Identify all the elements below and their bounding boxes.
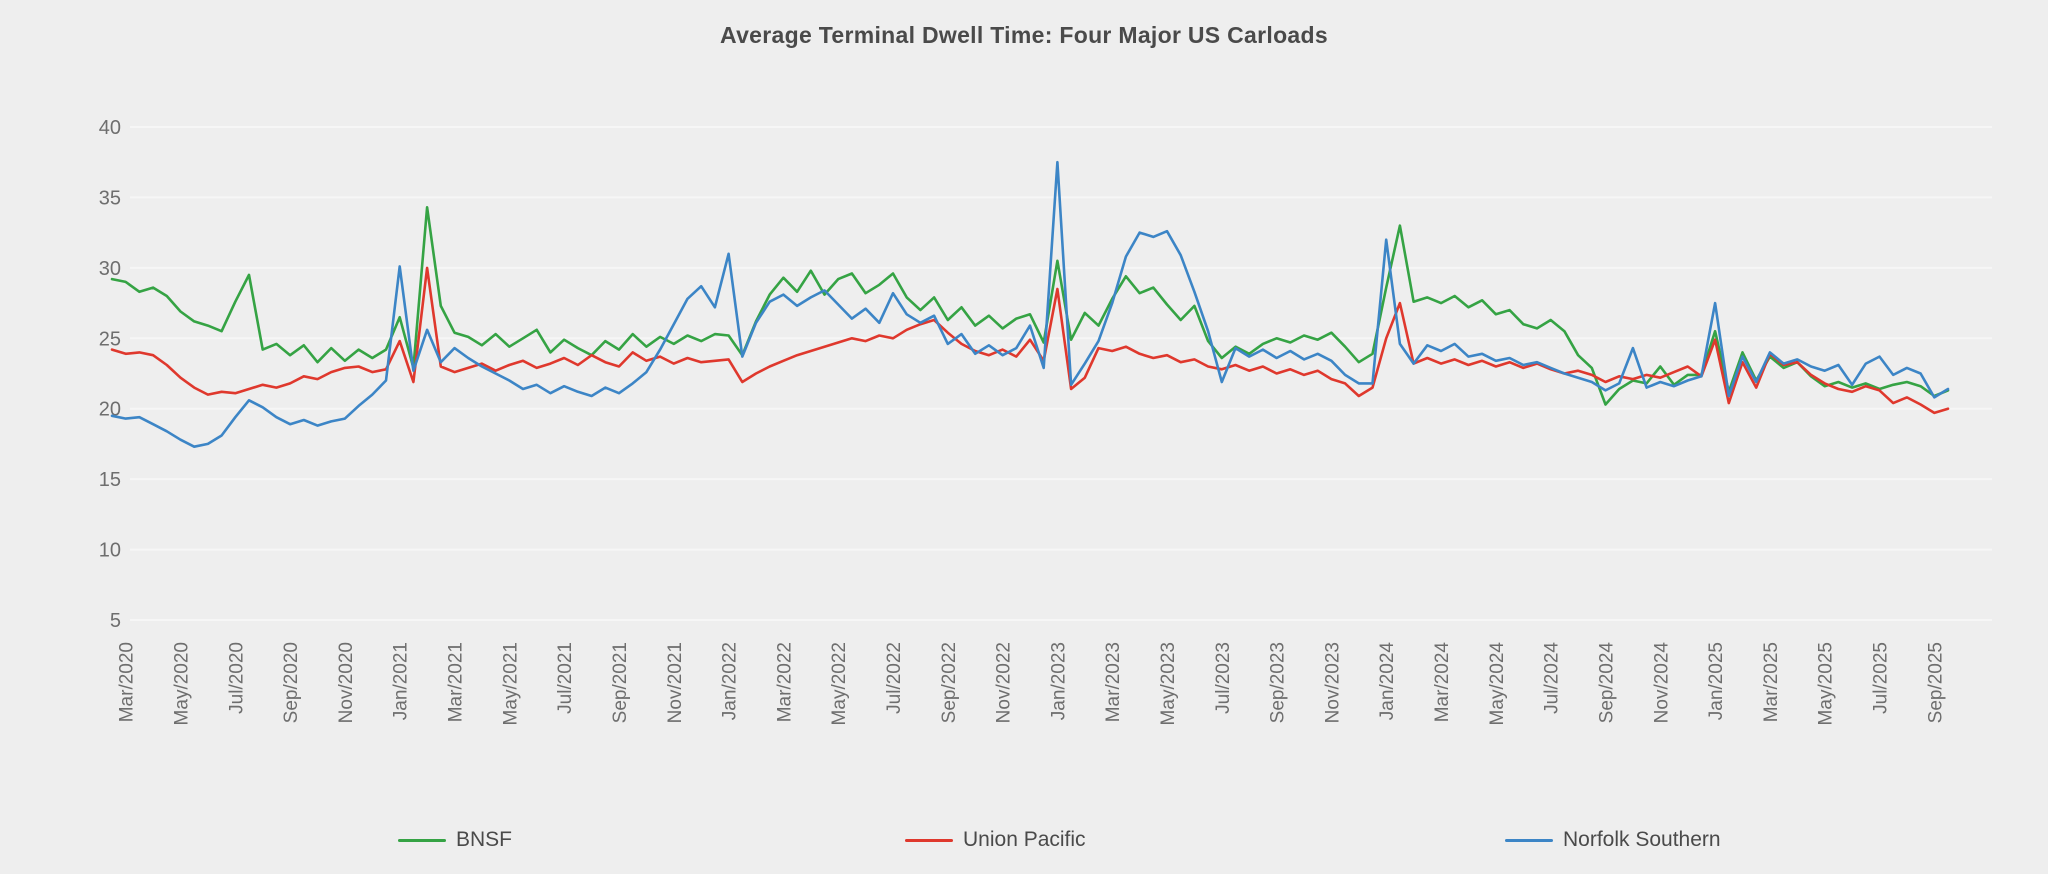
legend-swatch-norfolk-southern — [1505, 838, 1553, 842]
x-axis-tick-label: May/2023 — [1158, 642, 1179, 725]
legend-label-norfolk-southern: Norfolk Southern — [1563, 828, 1721, 851]
x-axis-tick-label: Jan/2022 — [720, 642, 741, 720]
series-line-norfolk-southern — [110, 160, 1950, 449]
x-axis-tick-label: Mar/2023 — [1103, 642, 1124, 722]
x-axis-tick-label: May/2022 — [829, 642, 850, 725]
x-axis-tick-label: May/2024 — [1487, 642, 1508, 726]
x-axis-tick-label: Sep/2023 — [1268, 642, 1289, 723]
x-axis-tick-label: May/2021 — [500, 642, 521, 725]
x-axis-tick-label: May/2020 — [172, 642, 193, 725]
x-axis-tick-label: Jul/2025 — [1871, 642, 1892, 714]
x-axis-tick-label: Jan/2024 — [1377, 642, 1398, 721]
y-axis-tick-label: 15 — [99, 469, 121, 491]
x-axis-tick-label: Sep/2022 — [939, 642, 960, 723]
legend-item-union-pacific[interactable]: Union Pacific — [905, 824, 1086, 856]
x-axis-tick-label: Mar/2021 — [446, 642, 467, 722]
x-axis-tick-label: Jul/2020 — [226, 642, 247, 714]
x-axis-tick-label: Sep/2020 — [281, 642, 302, 723]
x-axis-tick-label: Jan/2021 — [391, 642, 412, 720]
legend-label-union-pacific: Union Pacific — [963, 828, 1086, 851]
x-axis-tick-label: Jan/2023 — [1048, 642, 1069, 720]
x-axis-tick-label: Jan/2025 — [1706, 642, 1727, 720]
series-line-bnsf — [110, 206, 1950, 406]
y-axis-tick-label: 10 — [99, 540, 121, 562]
y-axis-tick-label: 40 — [99, 117, 121, 139]
legend-swatch-union-pacific — [905, 838, 953, 842]
x-axis-tick-label: Mar/2025 — [1761, 642, 1782, 722]
x-axis-tick-label: Jul/2021 — [555, 642, 576, 714]
y-axis-tick-label: 25 — [99, 328, 121, 350]
y-axis-tick-label: 30 — [99, 258, 121, 280]
x-axis-tick-label: Mar/2020 — [117, 642, 138, 722]
x-axis-tick-label: Jul/2024 — [1542, 642, 1563, 714]
x-axis-tick-label: Sep/2025 — [1925, 642, 1946, 723]
x-axis-tick-label: Mar/2022 — [774, 642, 795, 722]
x-axis-tick-label: Jul/2022 — [884, 642, 905, 714]
x-axis-tick-label: Mar/2024 — [1432, 642, 1453, 723]
legend: BNSF Union Pacific Norfolk Southern — [0, 824, 2048, 856]
chart-title: Average Terminal Dwell Time: Four Major … — [720, 22, 1328, 48]
legend-item-norfolk-southern[interactable]: Norfolk Southern — [1505, 824, 1721, 856]
legend-item-bnsf[interactable]: BNSF — [398, 824, 512, 856]
x-axis-tick-label: Nov/2022 — [994, 642, 1015, 723]
x-axis-tick-label: Sep/2021 — [610, 642, 631, 723]
x-axis-tick-label: Jul/2023 — [1213, 642, 1234, 714]
x-axis-tick-label: Nov/2020 — [336, 642, 357, 723]
x-axis-tick-label: May/2025 — [1816, 642, 1837, 725]
x-axis-tick-label: Nov/2024 — [1651, 642, 1672, 724]
legend-swatch-bnsf — [398, 838, 446, 842]
y-axis-tick-label: 35 — [99, 187, 121, 209]
legend-label-bnsf: BNSF — [456, 828, 513, 851]
x-axis-tick-label: Sep/2024 — [1597, 642, 1618, 724]
x-axis-tick-label: Nov/2021 — [665, 642, 686, 723]
y-axis-tick-label: 5 — [110, 610, 121, 632]
series-line-union-pacific — [110, 266, 1950, 415]
x-axis-tick-label: Nov/2023 — [1322, 642, 1343, 723]
